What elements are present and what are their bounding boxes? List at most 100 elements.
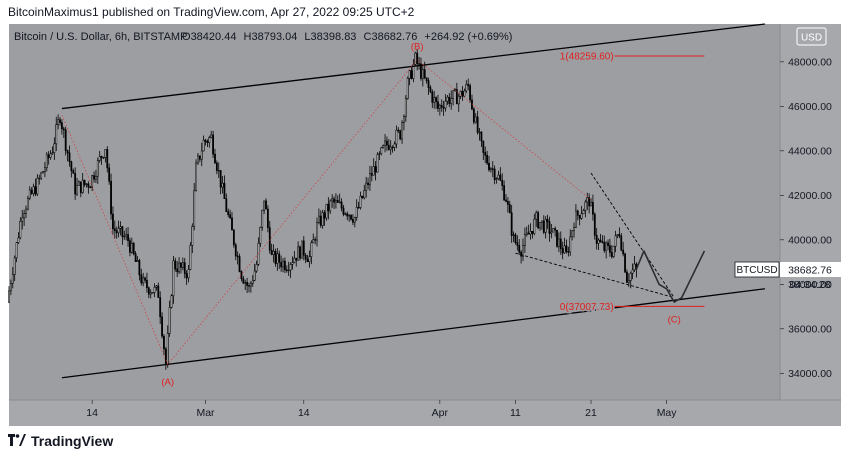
currency-button[interactable]: USD [796, 27, 827, 46]
candle-body [444, 100, 447, 109]
candle-body [455, 89, 458, 105]
candle-body [34, 186, 37, 195]
plot-area[interactable] [9, 24, 780, 400]
candle-body [331, 198, 334, 202]
candle-body [616, 234, 619, 237]
candle-body [446, 96, 449, 102]
candle-body [244, 282, 247, 284]
candle-body [8, 290, 10, 303]
price-tag-symbol: BTCUSD [736, 265, 777, 276]
candle-body [32, 186, 35, 194]
candle-body [180, 262, 182, 268]
candle-body [448, 96, 451, 104]
candle-body [399, 130, 402, 140]
candle-body [70, 161, 73, 172]
footer-brand-text: TradingView [31, 433, 114, 449]
candle-body [548, 221, 551, 234]
candle-body [259, 227, 262, 244]
candle-body [336, 200, 339, 203]
candle-body [340, 201, 343, 209]
candle-body [584, 201, 587, 211]
candle-body [393, 143, 396, 148]
candle-body [378, 153, 381, 155]
candle-body [15, 242, 18, 259]
candle-body [442, 107, 445, 109]
candle-body [51, 152, 54, 155]
candle-body [425, 77, 428, 81]
time-axis-labels: 14 Mar 14 Apr 11 21 May [86, 400, 677, 419]
price-tick-label: 40000.00 [788, 234, 832, 246]
candle-body [19, 221, 22, 239]
price-axis[interactable] [780, 24, 841, 400]
candle-body [357, 206, 360, 209]
candle-body [26, 197, 29, 210]
candle-body [427, 80, 430, 88]
candle-body [285, 269, 288, 271]
candle-body [242, 278, 245, 284]
candle-body [569, 236, 572, 253]
candle-body [454, 89, 456, 91]
candle-body [463, 90, 466, 97]
candle-body [469, 85, 471, 101]
candle-body [363, 190, 366, 199]
candle-body [631, 269, 634, 274]
candle-body [212, 134, 214, 155]
candle-body [622, 249, 625, 255]
candle-body [115, 230, 118, 234]
candle-body [323, 212, 326, 219]
candle-body [121, 226, 124, 237]
candle-body [595, 235, 598, 244]
projection-path [635, 250, 706, 303]
candle-body [499, 174, 502, 181]
candle-body [274, 250, 277, 264]
candle-body [578, 215, 581, 219]
candle-body [61, 122, 63, 130]
candle-body [531, 230, 534, 234]
candle-body [132, 242, 135, 255]
candle-body [620, 235, 623, 251]
candle-body [166, 333, 169, 365]
candle-body [195, 162, 197, 192]
candle-body [23, 213, 26, 219]
candle-body [304, 254, 307, 260]
candle-body [57, 119, 60, 125]
candle-body [280, 261, 283, 268]
time-axis[interactable] [9, 400, 841, 426]
candle-body [529, 230, 532, 235]
candle-body [353, 217, 356, 223]
candle-body [232, 229, 235, 246]
time-tick-label: May [657, 407, 678, 419]
open-value: 38420.44 [191, 31, 237, 43]
fib-level-label: 0(37007.73) [560, 302, 614, 313]
candle-body [174, 260, 177, 270]
time-tick-label: 11 [510, 407, 521, 419]
candle-body [157, 285, 160, 298]
candle-body [465, 84, 468, 92]
price-tick-label: 44000.00 [788, 145, 832, 157]
wave-label: (B) [411, 41, 424, 52]
candle-body [486, 154, 488, 164]
candle-body [153, 286, 156, 293]
candle-body [297, 246, 300, 261]
candle-body [301, 240, 303, 259]
footer-brand[interactable]: TradingView [8, 433, 113, 449]
candle-body [291, 262, 294, 265]
candle-body [287, 269, 290, 272]
candle-body [592, 201, 594, 215]
low-label: L [304, 31, 310, 43]
candle-body [130, 242, 133, 253]
candle-body [40, 172, 43, 179]
candle-body [155, 285, 158, 288]
candle-body [38, 177, 41, 180]
candle-body [229, 214, 231, 219]
price-axis-labels: 34000.00 36000.00 38000.00 40000.00 42000.00… [780, 56, 832, 380]
candle-body [563, 245, 566, 254]
candle-body [391, 146, 394, 149]
time-tick-label: Apr [432, 407, 449, 419]
candle-body [293, 257, 296, 263]
candle-body [369, 173, 371, 186]
candle-body [612, 245, 615, 257]
candle-body [55, 124, 58, 145]
candle-body [421, 69, 424, 79]
